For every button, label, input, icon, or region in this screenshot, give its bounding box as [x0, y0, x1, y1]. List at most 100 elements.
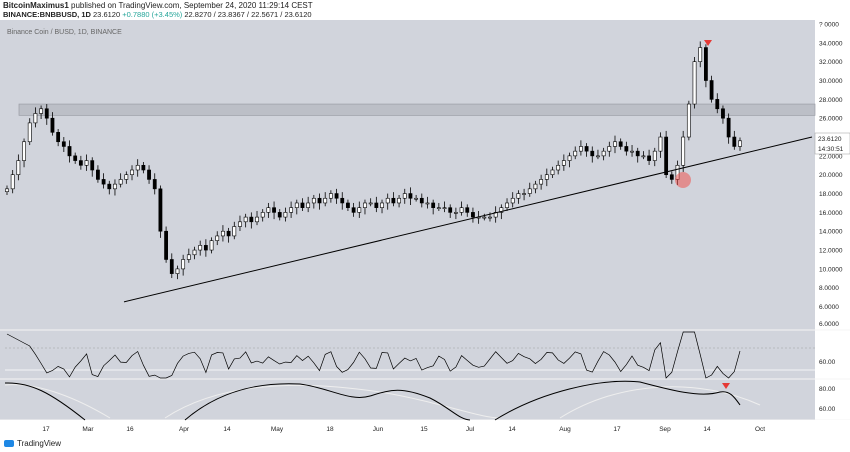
- y-tick-label: 28.0000: [819, 97, 843, 104]
- candle-body: [442, 207, 447, 209]
- candle-body: [118, 179, 123, 185]
- x-tick-label: May: [271, 426, 284, 433]
- candle-body: [488, 216, 492, 219]
- candle-body: [164, 230, 169, 260]
- candle-body: [158, 188, 163, 232]
- candle-body: [391, 197, 396, 204]
- candle-body: [522, 193, 526, 195]
- y-tick-label: 34.0000: [819, 40, 843, 47]
- candle-body: [300, 202, 305, 208]
- y-tick-label: ? 0000: [819, 22, 839, 29]
- candle-body: [732, 136, 737, 147]
- candle-body: [181, 259, 186, 270]
- candle-body: [328, 193, 333, 199]
- candle-body: [357, 207, 362, 213]
- candle-body: [130, 169, 134, 176]
- y-tick-label: 22.0000: [819, 153, 843, 160]
- candle-body: [27, 122, 32, 143]
- candle-body: [658, 136, 663, 152]
- candle-body: [414, 197, 419, 200]
- candle-body: [113, 183, 117, 190]
- symbol-info: BINANCE:BNBBUSD, 1D 23.6120 +0.7880 (+3.…: [3, 10, 312, 19]
- osc-tick-label: 60.00: [819, 406, 836, 413]
- candle-body: [266, 207, 271, 213]
- candle-body: [436, 207, 441, 209]
- chart-area[interactable]: Binance Coin / BUSD, 1D, BINANCE 6.0000 8.…: [0, 20, 850, 436]
- price-tag-box: [814, 132, 850, 155]
- osc-line: [4, 380, 741, 421]
- candle-body: [471, 212, 475, 218]
- candle-body: [33, 113, 38, 124]
- candle-body: [221, 230, 225, 237]
- candle-body: [561, 160, 566, 166]
- candle-body: [419, 197, 424, 204]
- last-price: 23.6120: [93, 10, 121, 19]
- candle-body: [550, 169, 555, 176]
- y-tick-label: 14.0000: [819, 229, 843, 236]
- y-tick-label: 30.0000: [819, 78, 843, 85]
- candle-body: [721, 108, 725, 119]
- candle-body: [39, 108, 43, 114]
- candle-body: [306, 202, 311, 208]
- candle-body: [380, 202, 384, 208]
- candle-body: [692, 61, 697, 105]
- price-change: +0.7880 (+3.45%): [122, 10, 183, 19]
- y-tick-label: 12.0000: [819, 248, 843, 255]
- x-tick-label: Jun: [373, 426, 384, 433]
- x-tick-label: 14: [508, 426, 516, 433]
- candle-body: [175, 268, 180, 274]
- candle-body: [56, 132, 61, 143]
- candle-body: [101, 179, 106, 185]
- candle-body: [90, 160, 95, 171]
- candle-body: [590, 150, 595, 157]
- candle-body: [272, 207, 276, 213]
- candle-body: [368, 202, 373, 205]
- rsi-tick-label: 60.00: [819, 359, 836, 366]
- candle-body: [527, 188, 532, 194]
- time-axis: [0, 420, 850, 436]
- rsi-line: [6, 331, 741, 379]
- candle-body: [44, 108, 49, 119]
- x-tick-label: 14: [703, 426, 711, 433]
- candle-body: [232, 226, 237, 237]
- candle-body: [198, 245, 203, 251]
- price-tag-countdown: 14:30:51: [818, 146, 844, 153]
- candle-body: [709, 80, 714, 100]
- candle-body: [334, 193, 339, 199]
- candle-body: [243, 216, 248, 223]
- price-chart-svg[interactable]: Binance Coin / BUSD, 1D, BINANCE 6.0000 8.…: [0, 20, 850, 436]
- candle-body: [465, 207, 470, 213]
- candle-body: [67, 146, 72, 157]
- candle-body: [249, 216, 254, 223]
- candle-body: [84, 160, 89, 166]
- candle-body: [5, 188, 9, 192]
- trendline-touch-highlight: [675, 172, 691, 188]
- candle-body: [289, 207, 294, 213]
- candle-body: [135, 164, 140, 171]
- x-tick-label: Aug: [559, 426, 571, 433]
- y-tick-label: 8.0000: [819, 285, 839, 292]
- candle-body: [226, 230, 231, 237]
- candle-body: [698, 47, 703, 62]
- candle-body: [556, 164, 561, 171]
- candle-body: [277, 212, 282, 218]
- candle-body: [283, 212, 288, 218]
- candle-body: [499, 207, 504, 213]
- candle-body: [294, 202, 299, 208]
- ohlc-values: 22.8270 / 23.8367 / 22.5671 / 23.6120: [184, 10, 312, 19]
- candle-body: [78, 160, 83, 166]
- candle-body: [147, 169, 151, 180]
- x-tick-label: 14: [223, 426, 231, 433]
- y-tick-label: 16.0000: [819, 210, 843, 217]
- candle-body: [107, 183, 112, 190]
- candle-body: [124, 174, 129, 180]
- osc-marker-icon: [722, 383, 730, 389]
- candle-body: [505, 202, 509, 208]
- candle-body: [539, 179, 544, 185]
- candle-body: [635, 150, 640, 157]
- price-axis: [815, 20, 850, 436]
- candle-body: [715, 99, 720, 110]
- candle-body: [624, 146, 629, 152]
- candle-body: [363, 202, 367, 208]
- candle-body: [192, 249, 197, 256]
